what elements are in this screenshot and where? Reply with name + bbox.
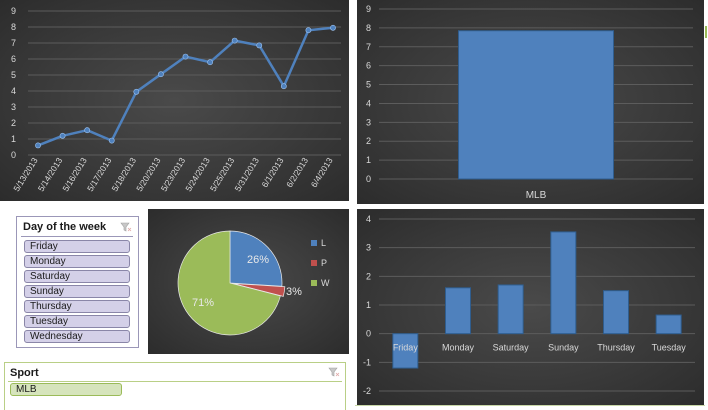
slice-label: 71% [192,297,214,309]
y-tick-label: 4 [366,98,371,108]
legend-swatch [311,240,317,246]
line-chart: 01234567895/13/20135/14/20135/16/20135/1… [11,6,341,194]
data-point [182,53,189,60]
y-tick-label: 1 [11,134,16,144]
clear-filter-icon[interactable] [120,222,132,232]
bar [655,314,682,335]
y-tick-label: 6 [366,61,371,71]
y-tick-label: 8 [11,22,16,32]
line-chart-panel[interactable]: 0 1 2 3 4 5 6 7 8 9 5/13/2013 5/14/2013 5/16/2013 5/1… [0,0,349,201]
slice-label: 26% [247,254,269,266]
y-tick-label: 0 [366,174,371,184]
y-tick-label: 3 [366,117,371,127]
sport-slicer[interactable]: Sport MLB [4,362,346,410]
bar [550,231,577,335]
bar [458,30,614,180]
day-bar-chart: -2 -1 0 1 2 3 4 Friday Monday Saturday Sunday Thurs… [363,214,695,396]
y-tick-label: 1 [366,155,371,165]
pie-chart: 26% L 3% P 71% W [177,230,330,336]
pie-slice [229,230,283,287]
sport-bar-chart-panel[interactable]: 0 1 2 3 4 5 6 7 8 9 MLB [357,0,704,204]
slice-label: 3% [286,286,302,298]
sport-bar-chart: 0 1 2 3 4 5 6 7 8 9 MLB [366,4,693,201]
clear-filter-icon[interactable] [328,367,340,377]
legend-label: P [321,258,327,268]
data-point [305,27,312,34]
y-tick-label: 1 [366,300,371,310]
y-tick-label: 9 [11,6,16,16]
slicer-item-tuesday[interactable]: Tuesday [24,315,130,328]
y-tick-label: 0 [11,150,16,160]
x-tick-label: Tuesday [652,343,687,353]
data-point [207,59,213,66]
data-point [108,137,115,144]
y-tick-label: 0 [366,329,371,339]
y-tick-label: 2 [366,271,371,281]
legend-swatch [311,280,317,286]
selection-marker [705,26,707,38]
slicer-item-friday[interactable]: Friday [24,240,130,253]
x-tick-label: Saturday [493,343,530,353]
panel-edge-line [355,405,705,406]
slicer-item-thursday[interactable]: Thursday [24,300,130,313]
y-tick-label: -2 [363,386,371,396]
y-tick-label: 6 [11,54,16,64]
bar [392,333,419,369]
data-point [330,24,336,31]
x-tick-label: Thursday [597,343,635,353]
y-tick-label: 7 [366,42,371,52]
x-tick-label: Friday [393,343,419,353]
series-line [37,26,334,147]
y-tick-label: 3 [11,102,16,112]
y-tick-label: 7 [11,38,16,48]
y-tick-label: 2 [11,118,16,128]
data-point [59,132,66,139]
pie-slice [177,230,281,336]
slicer-item-monday[interactable]: Monday [24,255,130,268]
y-tick-label: 5 [366,80,371,90]
data-point [84,127,91,134]
pie-slice [232,283,286,297]
slicer-item-sunday[interactable]: Sunday [24,285,130,298]
y-tick-label: 3 [366,243,371,253]
slicer-title-underline [21,236,133,237]
day-bar-chart-panel[interactable]: -2 -1 0 1 2 3 4 Friday Monday Saturday Sunday Thurs… [357,209,704,405]
y-tick-label: 4 [366,214,371,224]
x-tick-label: 6/2/2013 [284,156,310,190]
y-tick-label: -1 [363,357,371,367]
slicer-item-saturday[interactable]: Saturday [24,270,130,283]
bar [497,284,524,335]
legend-swatch [311,260,317,266]
slicer-title-underline [8,381,342,382]
x-tick-label: MLB [526,190,547,201]
x-tick-label: 6/4/2013 [309,156,335,190]
data-point [35,142,41,149]
data-point [133,88,140,95]
bar [603,290,629,335]
y-tick-label: 4 [11,86,16,96]
bar [445,287,471,335]
y-tick-label: 9 [366,4,371,14]
slicer-item-mlb[interactable]: MLB [10,383,122,396]
day-of-week-slicer[interactable]: Day of the week Friday Monday Saturday Sund… [16,216,139,348]
data-point [280,83,287,90]
slicer-item-wednesday[interactable]: Wednesday [24,330,130,343]
data-point [231,37,238,44]
x-tick-label: Monday [442,343,475,353]
day-slicer-title: Day of the week [23,221,107,233]
x-tick-label: 6/1/2013 [260,156,286,190]
data-point [256,42,263,49]
y-tick-label: 2 [366,136,371,146]
y-tick-label: 5 [11,70,16,80]
data-point [158,71,164,78]
legend-label: W [321,278,330,288]
legend-label: L [321,238,326,248]
x-tick-label: Sunday [548,343,579,353]
pie-chart-panel[interactable]: 26% L 3% P 71% W [148,209,349,354]
sport-slicer-title: Sport [10,367,39,379]
y-tick-label: 8 [366,23,371,33]
x-tick-label: 5/31/2013 [232,156,261,194]
